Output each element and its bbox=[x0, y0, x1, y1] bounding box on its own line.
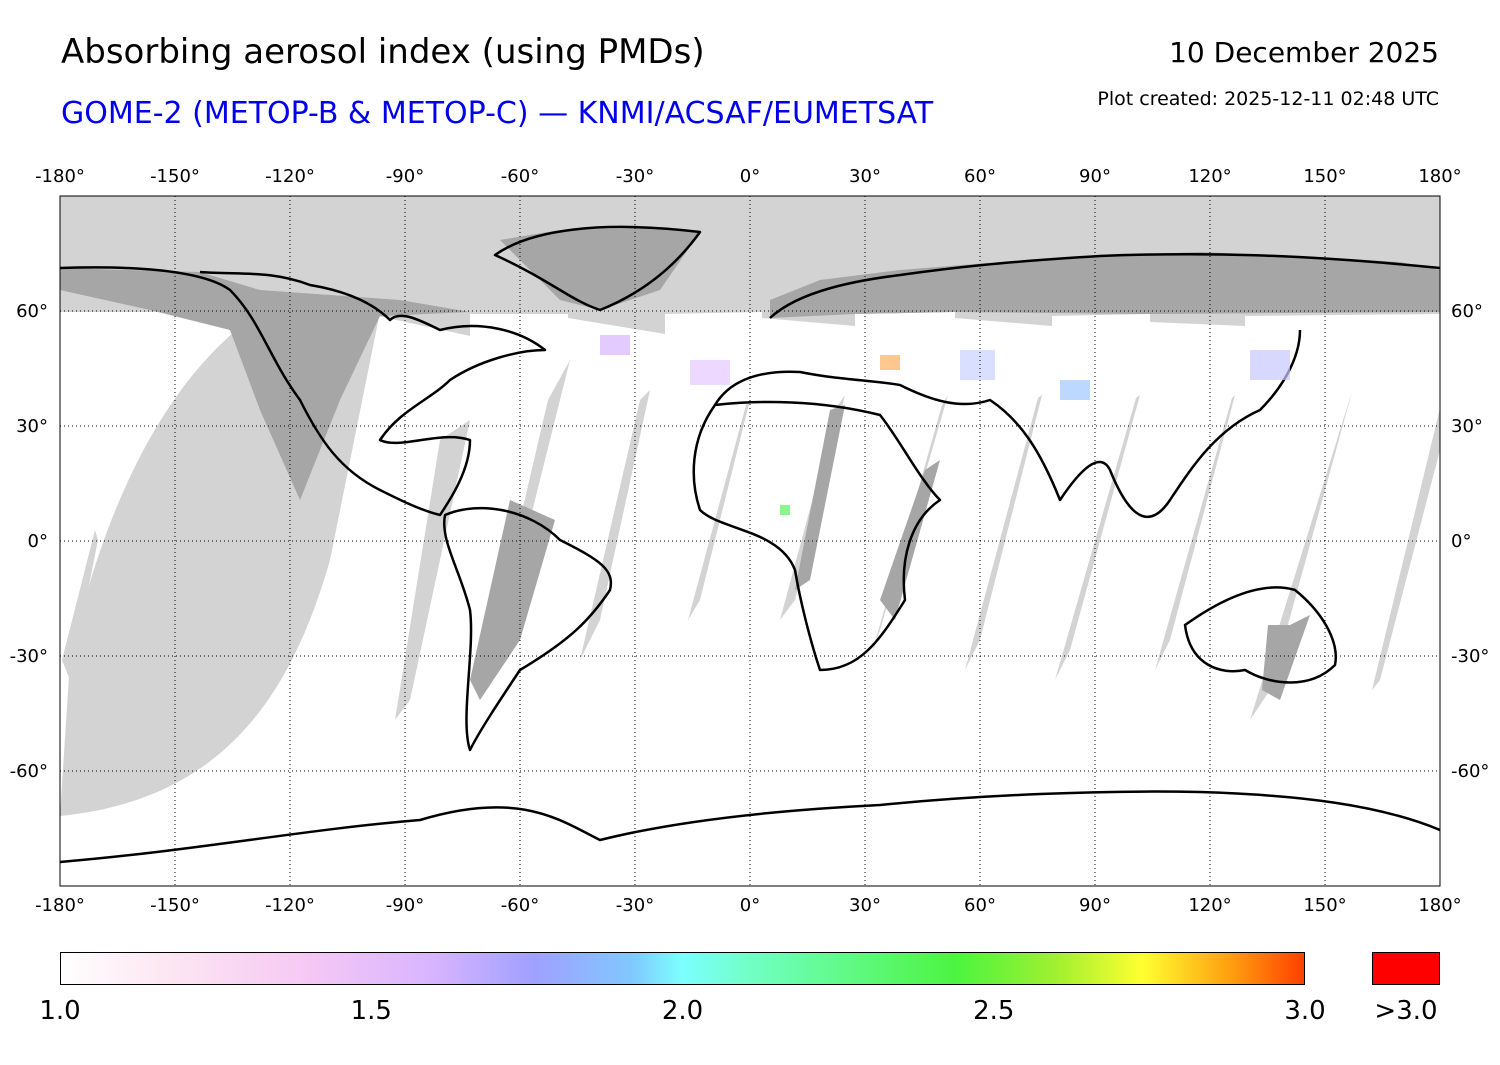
colorbar-over-swatch bbox=[1372, 952, 1440, 985]
lon-tick-label-top: -180° bbox=[35, 166, 85, 187]
land-no-data bbox=[60, 228, 1440, 700]
lon-tick-label-top: -150° bbox=[150, 166, 200, 187]
plot-created-timestamp: Plot created: 2025-12-11 02:48 UTC bbox=[1097, 88, 1439, 110]
lon-tick-label-top: 120° bbox=[1188, 166, 1231, 187]
map-subtitle: GOME-2 (METOP-B & METOP-C) — KNMI/ACSAF/… bbox=[61, 96, 934, 131]
lon-tick-label-top: 90° bbox=[1079, 166, 1111, 187]
colorbar-tick-label: 2.0 bbox=[661, 996, 704, 1026]
map-date: 10 December 2025 bbox=[1169, 36, 1439, 69]
lat-tick-label-right: -30° bbox=[1451, 646, 1489, 667]
lon-tick-label-bottom: 90° bbox=[1079, 895, 1111, 916]
aerosol-speckles bbox=[600, 335, 1290, 515]
lon-tick-label-bottom: 120° bbox=[1188, 895, 1231, 916]
world-map: -180° -180° -150° -150° -120° -120° -90° -90° -6… bbox=[10, 166, 1490, 916]
lat-tick-label-left: 0° bbox=[28, 531, 48, 552]
lon-tick-label-top: 60° bbox=[964, 166, 996, 187]
map-title: Absorbing aerosol index (using PMDs) bbox=[61, 32, 705, 72]
lon-tick-label-bottom: -120° bbox=[265, 895, 315, 916]
lon-tick-label-bottom: -90° bbox=[386, 895, 424, 916]
map-area bbox=[60, 196, 1440, 886]
lon-tick-label-top: -30° bbox=[616, 166, 654, 187]
lon-tick-label-bottom: -60° bbox=[501, 895, 539, 916]
lon-tick-label-top: 0° bbox=[740, 166, 760, 187]
lon-tick-label-bottom: 30° bbox=[849, 895, 881, 916]
lat-tick-label-right: -60° bbox=[1451, 761, 1489, 782]
lat-tick-label-left: 30° bbox=[16, 416, 48, 437]
lon-tick-label-top: -60° bbox=[501, 166, 539, 187]
lon-tick-label-bottom: 150° bbox=[1303, 895, 1346, 916]
lat-tick-label-left: 60° bbox=[16, 301, 48, 322]
lat-tick-label-left: -60° bbox=[10, 761, 48, 782]
lon-tick-label-bottom: 60° bbox=[964, 895, 996, 916]
lat-tick-label-right: 0° bbox=[1451, 531, 1471, 552]
lat-tick-label-right: 30° bbox=[1451, 416, 1483, 437]
colorbar-tick-label: 1.5 bbox=[350, 996, 392, 1026]
lon-tick-label-top: 180° bbox=[1418, 166, 1461, 187]
colorbar-tick-label: 3.0 bbox=[1284, 996, 1326, 1026]
map-frame bbox=[59, 195, 1441, 887]
lat-tick-label-right: 60° bbox=[1451, 301, 1483, 322]
lon-tick-label-bottom: -180° bbox=[35, 895, 85, 916]
colorbar-tick-label: 1.0 bbox=[39, 996, 81, 1026]
lat-tick-label-left: -30° bbox=[10, 646, 48, 667]
lon-tick-label-top: -90° bbox=[386, 166, 424, 187]
lon-tick-label-top: -120° bbox=[265, 166, 315, 187]
colorbar-tick-label: 2.5 bbox=[973, 996, 1015, 1026]
coastlines bbox=[60, 225, 1440, 864]
lon-tick-label-top: 150° bbox=[1303, 166, 1346, 187]
lon-tick-label-bottom: -30° bbox=[616, 895, 654, 916]
lon-tick-label-bottom: 180° bbox=[1418, 895, 1461, 916]
colorbar-over-label: >3.0 bbox=[1374, 996, 1438, 1026]
colorbar-gradient bbox=[60, 952, 1305, 985]
lon-tick-label-bottom: -150° bbox=[150, 895, 200, 916]
lon-tick-label-top: 30° bbox=[849, 166, 881, 187]
graticule bbox=[60, 196, 1440, 886]
lon-tick-label-bottom: 0° bbox=[740, 895, 760, 916]
